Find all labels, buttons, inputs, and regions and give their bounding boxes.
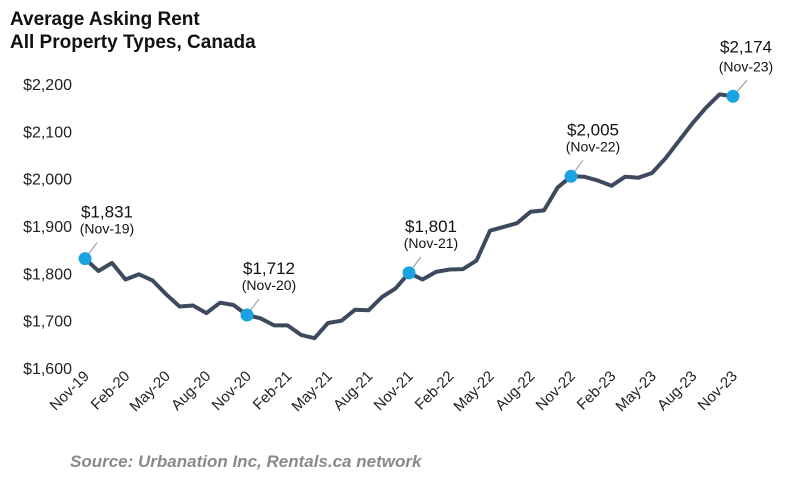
y-tick-label: $2,200 <box>23 77 72 94</box>
annotation-point-marker <box>564 169 578 183</box>
annotation-value-label: $1,831 <box>81 203 133 222</box>
x-tick-label: Feb-20 <box>88 368 134 414</box>
annotation-date-label: (Nov-21) <box>404 235 458 251</box>
x-tick-label: Feb-21 <box>250 368 296 414</box>
annotation-value-label: $1,712 <box>243 259 295 278</box>
x-tick-label: Feb-23 <box>574 368 620 414</box>
x-tick-label: Nov-23 <box>695 368 741 414</box>
y-tick-label: $2,000 <box>23 172 72 189</box>
x-tick-label: Aug-20 <box>168 368 214 414</box>
y-tick-label: $2,100 <box>23 124 72 141</box>
x-tick-label: May-21 <box>288 368 335 415</box>
annotation-value-label: $2,174 <box>720 37 772 56</box>
x-tick-label: Nov-22 <box>533 368 579 414</box>
x-tick-label: Aug-23 <box>654 368 700 414</box>
x-tick-label: May-20 <box>126 368 173 415</box>
annotation-point-marker <box>402 266 416 280</box>
y-tick-label: $1,600 <box>23 361 72 378</box>
x-axis: Nov-19Feb-20May-20Aug-20Nov-20Feb-21May-… <box>47 368 741 415</box>
x-tick-label: May-23 <box>612 368 659 415</box>
y-tick-label: $1,700 <box>23 314 72 331</box>
annotation-date-label: (Nov-20) <box>242 277 296 293</box>
annotation-date-label: (Nov-19) <box>80 221 134 237</box>
y-tick-label: $1,800 <box>23 266 72 283</box>
x-tick-label: Aug-21 <box>330 368 376 414</box>
chart-subtitle: All Property Types, Canada <box>10 32 256 53</box>
x-tick-label: Nov-21 <box>371 368 417 414</box>
y-axis: $1,600 $1,700 $1,800 $1,900 $2,000 $2,100 $2,2… <box>23 77 72 378</box>
x-tick-label: Aug-22 <box>492 368 538 414</box>
x-tick-label: Feb-22 <box>412 368 458 414</box>
annotation-date-label: (Nov-23) <box>719 58 773 74</box>
annotation-value-label: $2,005 <box>567 120 619 139</box>
chart-title-block: Average Asking Rent All Property Types, … <box>10 8 256 54</box>
annotation-point-marker <box>240 308 254 322</box>
chart-title: Average Asking Rent <box>10 9 200 30</box>
annotation-date-label: (Nov-22) <box>566 138 620 154</box>
annotation-point-marker <box>78 252 92 266</box>
y-tick-label: $1,900 <box>23 219 72 236</box>
x-tick-label: Nov-20 <box>209 368 255 414</box>
annotation-value-label: $1,801 <box>405 217 457 236</box>
x-tick-label: May-22 <box>450 368 497 415</box>
source-note: Source: Urbanation Inc, Rentals.ca netwo… <box>70 452 422 471</box>
annotation-point-marker <box>726 89 740 103</box>
annotation-layer: $1,831(Nov-19)$1,712(Nov-20)$1,801(Nov-2… <box>78 37 773 322</box>
